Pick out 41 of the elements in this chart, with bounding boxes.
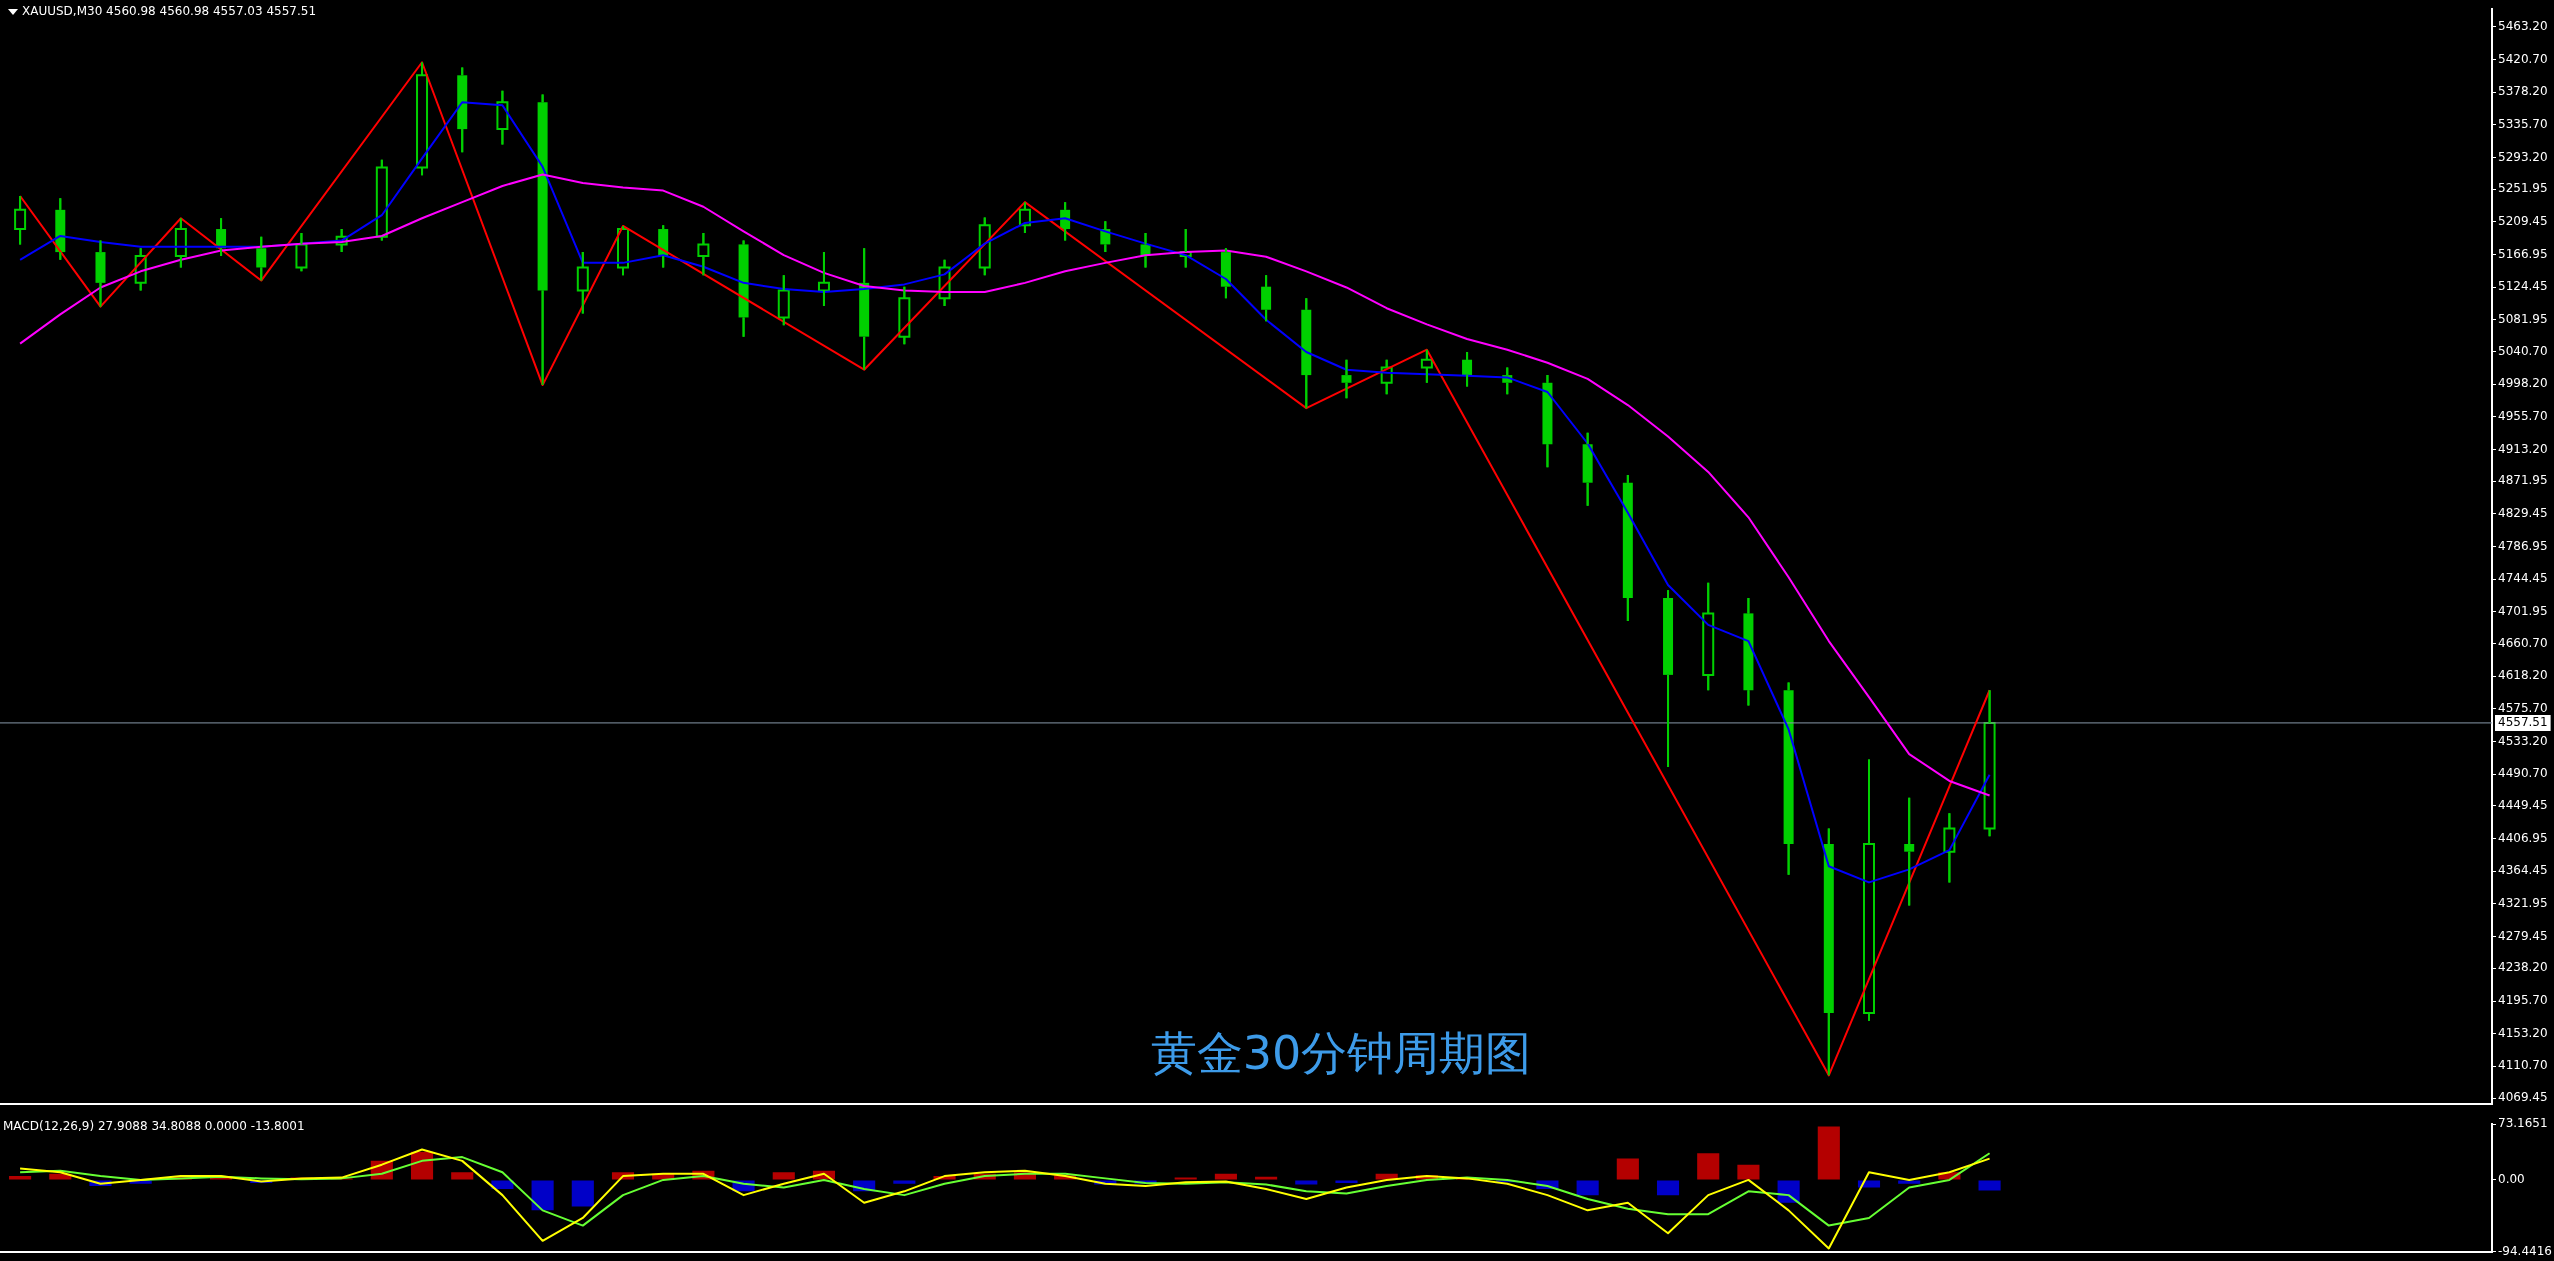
y-tick-label: 4786.95	[2498, 538, 2548, 553]
y-tick-label: 4701.95	[2498, 604, 2548, 619]
y-tick-label: 5209.45	[2498, 213, 2548, 228]
y-tick-label: 4321.95	[2498, 896, 2548, 911]
y-tick-label: 4279.45	[2498, 928, 2548, 943]
y-tick-label: 0.00	[2498, 1172, 2525, 1187]
y-tick-label: 73.1651	[2498, 1116, 2548, 1131]
ref-line-label: 4557.51	[2498, 715, 2548, 730]
y-tick-label: 5040.70	[2498, 343, 2548, 358]
annotation: 黄金30分钟周期图	[1150, 1025, 1532, 1082]
y-tick-label: 4829.45	[2498, 506, 2548, 520]
y-tick-label: 4238.20	[2498, 960, 2548, 975]
y-tick-label: 4618.20	[2498, 668, 2548, 683]
y-tick-label: 4744.45	[2498, 571, 2548, 586]
y-tick-label: 4069.45	[2498, 1090, 2548, 1105]
y-tick-label: 4449.45	[2498, 798, 2548, 813]
y-tick-label: 5293.20	[2498, 149, 2548, 164]
y-tick-label: 5124.45	[2498, 279, 2548, 294]
y-tick-label: 5251.95	[2498, 181, 2548, 196]
chart-title: MACD(12,26,9) 27.9088 34.8088 0.0000 -13.8001	[3, 1119, 305, 1133]
y-tick-label: 5081.95	[2498, 311, 2548, 326]
y-tick-label: 4533.20	[2498, 733, 2548, 748]
y-tick-label: 4406.95	[2498, 830, 2548, 845]
y-tick-label: 5335.70	[2498, 116, 2548, 131]
chart-title: XAUUSD,M30 4560.98 4560.98 4557.03 4557.51	[22, 4, 317, 18]
y-tick-label: 4998.20	[2498, 376, 2548, 391]
y-tick-label: 5420.70	[2498, 51, 2548, 66]
y-tick-label: 5463.20	[2498, 18, 2548, 33]
y-tick-label: 4490.70	[2498, 766, 2548, 781]
y-tick-label: -94.4416	[2498, 1243, 2552, 1258]
y-tick-label: 5166.95	[2498, 246, 2548, 261]
y-tick-label: 4110.70	[2498, 1058, 2548, 1073]
y-tick-label: 4575.70	[2498, 701, 2548, 716]
y-tick-label: 4955.70	[2498, 408, 2548, 423]
y-tick-label: 4913.20	[2498, 441, 2548, 456]
y-tick-label: 4660.70	[2498, 635, 2548, 650]
y-tick-label: 4153.20	[2498, 1025, 2548, 1040]
y-tick-label: 4195.70	[2498, 993, 2548, 1008]
y-tick-label: 4871.95	[2498, 473, 2548, 488]
y-tick-label: 4364.45	[2498, 863, 2548, 878]
y-tick-label: 5378.20	[2498, 84, 2548, 99]
